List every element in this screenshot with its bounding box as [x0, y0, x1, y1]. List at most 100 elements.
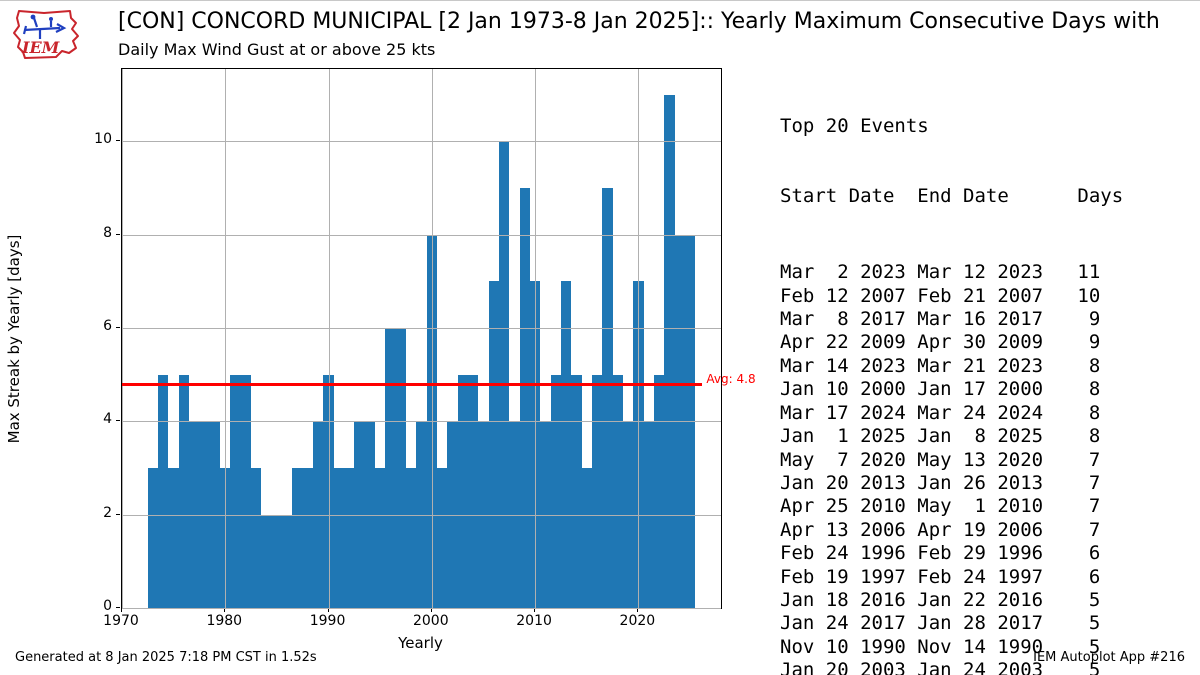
y-tickmark-10 [116, 140, 120, 142]
x-tickmark-1980 [224, 608, 226, 612]
iem-logo: IEM [10, 6, 82, 66]
event-row-12: Apr 13 2006 Apr 19 2006 7 [780, 518, 1101, 541]
y-tickmark-0 [116, 607, 120, 608]
event-row-15: Jan 18 2016 Jan 22 2016 5 [780, 588, 1101, 611]
y-ticklabel-2: 2 [103, 504, 112, 521]
event-row-18: Jan 20 2003 Jan 24 2003 5 [780, 659, 1101, 675]
gridline-y-6 [122, 328, 721, 329]
y-tickmark-4 [116, 420, 120, 422]
x-ticklabel-2020: 2020 [619, 613, 656, 629]
gridline-x-1990 [328, 69, 330, 608]
gridline-y-4 [122, 421, 721, 423]
bar-2001 [436, 468, 448, 608]
bar-2023 [664, 94, 675, 608]
event-row-3: Mar 8 2017 Mar 16 2017 9 [780, 308, 1101, 331]
event-row-9: May 7 2020 May 13 2020 7 [780, 448, 1101, 471]
y-ticklabel-4: 4 [103, 411, 112, 428]
bar-2014 [571, 374, 582, 608]
bar-1998 [406, 468, 417, 608]
gridline-x-2020 [638, 69, 640, 608]
y-ticklabel-6: 6 [103, 318, 112, 334]
x-ticklabel-1970: 1970 [103, 613, 139, 629]
bar-1974 [158, 374, 169, 608]
top-events-table: Top 20 Events Start Date End Date Days M… [780, 68, 1123, 675]
bar-1985 [271, 514, 283, 608]
average-line-label: Avg: 4.8 [706, 372, 756, 386]
event-row-13: Feb 24 1996 Feb 29 1996 6 [780, 542, 1101, 565]
x-axis-title: Yearly [398, 634, 443, 652]
x-tickmark-1990 [327, 608, 329, 612]
app-id-label: IEM Autoplot App #216 [1033, 650, 1185, 665]
gridline-y-8 [122, 234, 721, 236]
bar-1988 [302, 468, 314, 608]
bar-2003 [457, 374, 468, 608]
y-ticklabel-0: 0 [103, 598, 112, 614]
bar-2007 [498, 141, 510, 608]
bar-2022 [653, 374, 665, 608]
event-row-8: Jan 1 2025 Jan 8 2025 8 [780, 425, 1101, 448]
average-line [122, 382, 703, 386]
bar-chart-plot-area [121, 68, 722, 609]
bar-2009 [519, 188, 530, 608]
y-axis-title: Max Streak by Yearly [days] [5, 234, 23, 444]
gridline-x-1970 [122, 69, 123, 608]
bar-1991 [333, 468, 345, 608]
iowa-outline-logo-icon: IEM [13, 10, 79, 59]
x-tickmark-1970 [121, 608, 122, 612]
bar-1996 [385, 328, 396, 608]
x-tickmark-2020 [637, 608, 639, 612]
bar-1983 [251, 468, 262, 608]
top-border-line [0, 0, 1200, 1]
bar-1973 [147, 468, 159, 608]
bar-1981 [230, 374, 241, 608]
bar-2006 [488, 281, 499, 608]
weather-vane-icon [22, 14, 67, 39]
event-row-10: Jan 20 2013 Jan 26 2013 7 [780, 471, 1101, 494]
bar-1992 [344, 468, 355, 608]
bar-1995 [375, 468, 386, 608]
x-ticklabel-1980: 1980 [206, 613, 243, 629]
bar-1984 [261, 514, 272, 608]
y-tickmark-6 [116, 327, 120, 328]
x-ticklabel-2010: 2010 [516, 613, 552, 629]
generated-timestamp: Generated at 8 Jan 2025 7:18 PM CST in 1… [15, 650, 317, 665]
x-tickmark-2000 [430, 608, 432, 612]
events-table-title: Top 20 Events [780, 114, 929, 137]
bar-2015 [581, 468, 592, 608]
event-row-6: Jan 10 2000 Jan 17 2000 8 [780, 378, 1101, 401]
y-ticklabel-8: 8 [103, 224, 112, 241]
bar-2016 [591, 374, 603, 608]
iem-logo-text: IEM [21, 38, 61, 57]
gridline-x-2000 [431, 69, 433, 608]
x-ticklabel-1990: 1990 [309, 613, 346, 629]
gridline-x-1980 [225, 69, 227, 608]
event-row-4: Apr 22 2009 Apr 30 2009 9 [780, 331, 1101, 354]
event-row-17: Nov 10 1990 Nov 14 1990 5 [780, 635, 1101, 658]
bar-1990 [323, 374, 334, 608]
bar-1987 [292, 468, 303, 608]
y-tickmark-2 [116, 513, 120, 515]
bar-2004 [467, 374, 479, 608]
event-row-5: Mar 14 2023 Mar 21 2023 8 [780, 354, 1101, 377]
event-row-7: Mar 17 2024 Mar 24 2024 8 [780, 401, 1101, 424]
bar-2013 [560, 281, 572, 608]
bar-2017 [602, 188, 613, 608]
bar-1982 [240, 374, 252, 608]
chart-subtitle: Daily Max Wind Gust at or above 25 kts [118, 40, 436, 59]
bar-1975 [168, 468, 179, 608]
event-row-11: Apr 25 2010 May 1 2010 7 [780, 495, 1101, 518]
bar-1997 [395, 328, 406, 608]
event-row-14: Feb 19 1997 Feb 24 1997 6 [780, 565, 1101, 588]
event-row-16: Jan 24 2017 Jan 28 2017 5 [780, 612, 1101, 635]
bar-2020 [633, 281, 644, 608]
bar-1976 [178, 374, 190, 608]
x-tickmark-2010 [534, 608, 536, 612]
bar-1986 [282, 514, 293, 608]
event-row-2: Feb 12 2007 Feb 21 2007 10 [780, 284, 1101, 307]
gridline-y-0 [122, 608, 721, 609]
gridline-y-2 [122, 514, 721, 516]
bar-2018 [612, 374, 623, 608]
gridline-x-2010 [535, 69, 537, 608]
bar-2012 [550, 374, 561, 608]
